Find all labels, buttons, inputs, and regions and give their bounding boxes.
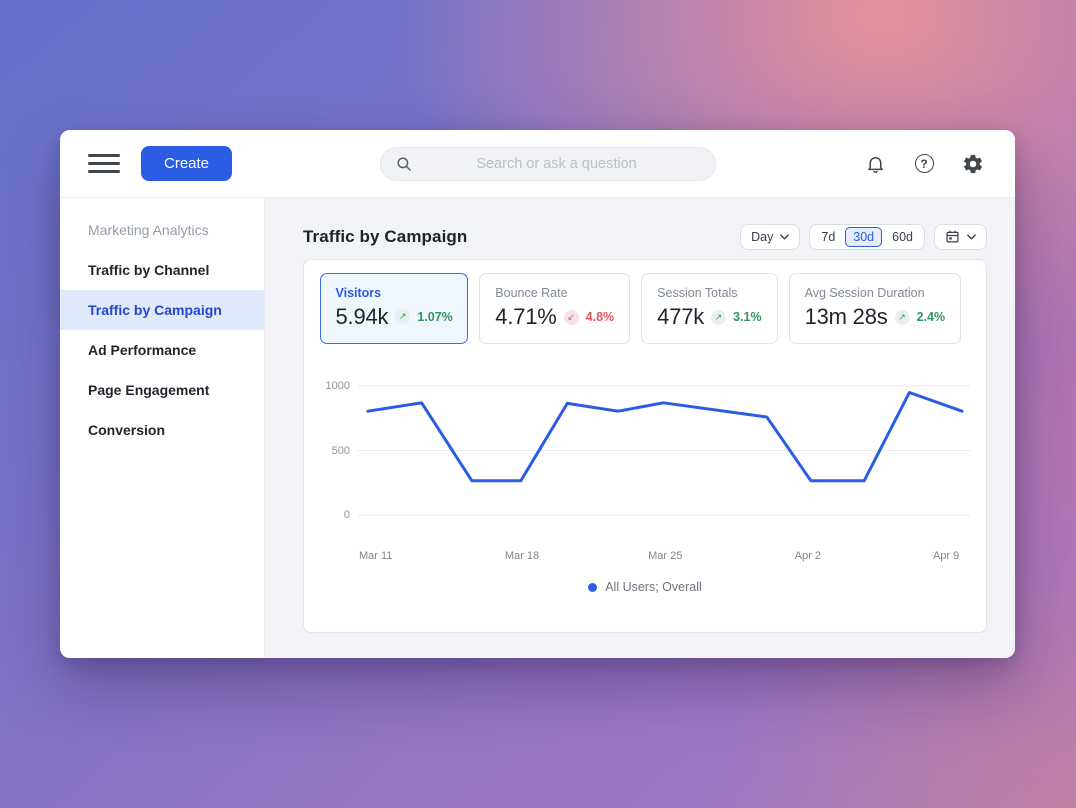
chevron-down-icon <box>780 233 790 240</box>
range-30d-button[interactable]: 30d <box>845 226 883 247</box>
topbar-center <box>232 146 863 181</box>
range-7d-button[interactable]: 7d <box>813 227 843 247</box>
chart-card: Visitors 5.94k ↗ 1.07% Bounce Rate 4.71% <box>303 259 987 633</box>
hamburger-icon <box>88 154 120 158</box>
chevron-down-icon <box>967 233 976 240</box>
trend-up-icon: ↗ <box>711 309 727 325</box>
sidebar-item-traffic-by-channel[interactable]: Traffic by Channel <box>88 262 210 278</box>
y-axis-tick: 500 <box>331 444 350 457</box>
traffic-line-chart <box>358 378 970 523</box>
metric-card-bounce-rate[interactable]: Bounce Rate 4.71% ↙ 4.8% <box>479 273 631 344</box>
help-button[interactable]: ? <box>912 152 936 176</box>
y-axis: 0 500 1000 <box>320 378 358 523</box>
metric-delta: 4.8% <box>585 310 615 324</box>
bell-icon <box>867 156 883 173</box>
granularity-dropdown[interactable]: Day <box>740 223 801 250</box>
settings-button[interactable] <box>961 152 985 176</box>
sidebar-item-conversion[interactable]: Conversion <box>88 422 166 438</box>
metric-card-avg-session-duration[interactable]: Avg Session Duration 13m 28s ↗ 2.4% <box>788 273 962 344</box>
notifications-button[interactable] <box>863 152 887 176</box>
help-icon: ? <box>914 154 934 173</box>
x-axis-tick: Mar 25 <box>648 550 683 562</box>
create-button[interactable]: Create <box>141 146 233 181</box>
metric-card-visitors[interactable]: Visitors 5.94k ↗ 1.07% <box>320 273 469 344</box>
metric-label: Bounce Rate <box>495 286 568 300</box>
trend-up-icon: ↗ <box>395 309 411 324</box>
line-series <box>368 393 962 481</box>
chart-controls: Day 7d 30d 60d <box>740 223 987 250</box>
trend-up-icon: ↗ <box>894 309 910 325</box>
topbar-left: Create <box>88 146 233 181</box>
chart-legend: All Users; Overall <box>320 580 970 594</box>
legend-label: All Users; Overall <box>605 580 702 594</box>
sidebar: Marketing Analytics Traffic by Channel T… <box>60 198 265 658</box>
metrics-row: Visitors 5.94k ↗ 1.07% Bounce Rate 4.71% <box>320 273 970 344</box>
metric-delta: 2.4% <box>916 310 946 324</box>
main-content: Traffic by Campaign Day 7d 30d 60d <box>265 198 1015 658</box>
metric-value: 4.71% <box>495 304 557 329</box>
x-axis-tick: Apr 2 <box>794 550 821 562</box>
metric-value: 477k <box>657 304 705 329</box>
window-body: Marketing Analytics Traffic by Channel T… <box>60 198 1015 658</box>
metric-label: Session Totals <box>657 286 738 300</box>
metric-value: 5.94k <box>335 303 389 329</box>
metric-delta: 1.07% <box>417 309 453 324</box>
gear-icon <box>964 154 982 173</box>
legend-dot <box>588 582 598 592</box>
main-header: Traffic by Campaign Day 7d 30d 60d <box>303 223 987 250</box>
metric-delta: 3.1% <box>733 310 762 324</box>
calendar-icon <box>946 230 959 243</box>
sidebar-item-traffic-by-campaign[interactable]: Traffic by Campaign <box>60 290 264 330</box>
range-selector: 7d 30d 60d <box>809 223 925 250</box>
plot-area: Mar 11 Mar 18 Mar 25 Apr 2 Apr 9 <box>358 378 970 564</box>
menu-button[interactable] <box>88 152 120 175</box>
range-60d-button[interactable]: 60d <box>884 227 921 247</box>
sidebar-section-label: Marketing Analytics <box>88 222 209 238</box>
granularity-label: Day <box>751 229 774 244</box>
y-axis-tick: 0 <box>343 509 350 521</box>
sidebar-item-ad-performance[interactable]: Ad Performance <box>88 342 197 358</box>
x-axis-tick: Mar 18 <box>504 550 540 562</box>
metric-label: Avg Session Duration <box>804 286 925 300</box>
page-title: Traffic by Campaign <box>303 226 468 246</box>
topbar-right: ? <box>863 152 985 176</box>
date-picker-button[interactable] <box>934 223 987 250</box>
x-axis-tick: Mar 11 <box>359 550 393 562</box>
topbar: Create ? <box>60 130 1015 198</box>
x-axis-tick: Apr 9 <box>932 550 960 562</box>
sidebar-item-page-engagement[interactable]: Page Engagement <box>88 382 210 398</box>
trend-down-icon: ↙ <box>563 309 579 325</box>
x-axis: Mar 11 Mar 18 Mar 25 Apr 2 Apr 9 <box>358 550 970 564</box>
y-axis-tick: 1000 <box>325 380 350 392</box>
app-window: Create ? <box>60 130 1015 658</box>
search-icon <box>396 156 411 171</box>
metric-label: Visitors <box>335 285 382 300</box>
search-input[interactable] <box>412 154 701 173</box>
metric-card-session-totals[interactable]: Session Totals 477k ↗ 3.1% <box>641 273 778 344</box>
traffic-chart: 0 500 1000 Mar 11 Mar 18 Mar 25 Apr 2 Apr 9 <box>320 378 970 564</box>
metric-value: 13m 28s <box>804 304 888 329</box>
search-bar[interactable] <box>379 146 716 181</box>
